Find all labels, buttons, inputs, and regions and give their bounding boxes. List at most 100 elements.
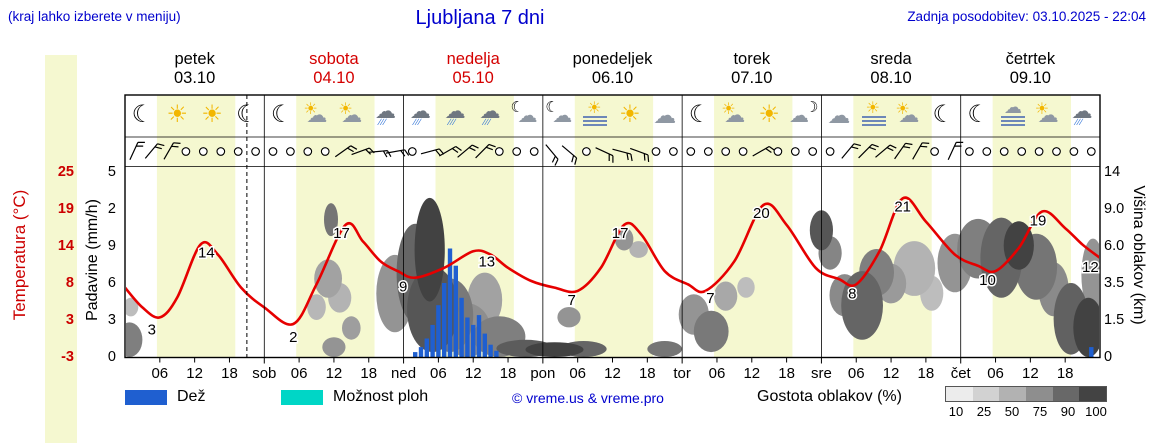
cloud-blob xyxy=(126,297,139,317)
temperature-value-label: 14 xyxy=(198,245,215,262)
wind-barb-icon xyxy=(457,144,479,158)
temperature-value-labels: 3 14 2 17 9 13 7 17 7 20 8 21 10 19 12 xyxy=(146,197,1100,348)
temperature-value-label: 17 xyxy=(333,225,350,242)
rain-bar xyxy=(418,347,424,357)
location-hint: (kraj lahko izberete v meniju) xyxy=(8,9,181,24)
calm-wind-icon xyxy=(1017,147,1027,156)
rain-bar xyxy=(471,324,476,357)
rain-bar xyxy=(465,317,470,357)
rain-bar xyxy=(442,283,447,357)
calm-wind-icon xyxy=(721,147,731,156)
calm-wind-icon xyxy=(1086,147,1096,156)
temperature-value-label: 10 xyxy=(979,272,996,289)
rain-bar xyxy=(459,297,464,357)
rain-bar xyxy=(436,305,441,357)
wind-barb-icon xyxy=(334,145,358,158)
calm-wind-icon xyxy=(703,147,713,156)
cloud-blob xyxy=(324,203,338,237)
wind-barb-icon xyxy=(947,141,964,160)
wind-barb-icon xyxy=(368,150,392,158)
calm-wind-icon xyxy=(181,147,191,156)
calm-wind-icon xyxy=(233,147,243,156)
cloud-blob xyxy=(314,259,342,298)
rain-bar xyxy=(1089,347,1094,357)
last-updated: Zadnja posodobitev: 03.10.2025 - 22:04 xyxy=(907,9,1146,24)
wind-barb-icon xyxy=(894,142,913,160)
wind-barb-icon xyxy=(475,143,496,159)
wind-barb-icon xyxy=(595,147,614,163)
calm-wind-icon xyxy=(790,147,800,156)
calm-wind-icon xyxy=(303,147,313,156)
cloud-blob xyxy=(342,316,361,340)
rain-bar xyxy=(447,248,453,357)
wind-barb-icon xyxy=(841,143,861,159)
rain-bar xyxy=(476,315,482,357)
calm-wind-icon xyxy=(982,147,992,156)
wind-barb-icon xyxy=(163,142,181,160)
temperature-value-label: 17 xyxy=(612,225,629,242)
calm-wind-icon xyxy=(825,147,835,156)
temperature-axis-title: Temperatura (°C) xyxy=(10,189,29,321)
wind-barb-icon xyxy=(385,149,410,157)
calm-wind-icon xyxy=(686,147,696,156)
wind-row xyxy=(129,141,1096,166)
wind-barb-icon xyxy=(129,141,145,160)
cloud-blob xyxy=(647,341,683,357)
cloud-blob xyxy=(737,277,755,298)
cloud-blob xyxy=(1081,238,1099,311)
calm-wind-icon xyxy=(268,147,278,156)
rain-bar xyxy=(430,324,435,357)
page-title: Ljubljana 7 dni xyxy=(415,7,545,29)
wind-barb-icon xyxy=(545,144,559,166)
rain-bar xyxy=(482,333,487,357)
calm-wind-icon xyxy=(320,147,330,156)
calm-wind-icon xyxy=(965,147,974,156)
temperature-value-label: 13 xyxy=(478,253,495,270)
wind-barb-icon xyxy=(912,142,930,160)
rain-bar xyxy=(453,265,458,357)
temperature-value-label: 21 xyxy=(894,198,911,215)
cloud-blob xyxy=(557,307,581,328)
temperature-value-label: 7 xyxy=(568,292,576,309)
temperature-value-label: 2 xyxy=(289,329,297,346)
cloud-blob xyxy=(629,241,648,258)
day-gridlines xyxy=(125,95,1100,358)
precip-axis-title: Padavine (mm/h) xyxy=(84,199,101,321)
calm-wind-icon xyxy=(669,147,678,156)
cloud-blob xyxy=(307,294,326,320)
wind-barb-icon xyxy=(144,143,165,159)
calm-wind-icon xyxy=(251,147,260,156)
calm-wind-icon xyxy=(529,147,539,156)
calm-wind-icon xyxy=(407,147,417,156)
calm-wind-icon xyxy=(738,147,748,156)
temperature-value-label: 12 xyxy=(1082,259,1099,276)
calm-wind-icon xyxy=(930,147,939,156)
calm-wind-icon xyxy=(286,147,295,156)
temperature-value-label: 19 xyxy=(1030,213,1047,230)
calm-wind-icon xyxy=(198,147,208,156)
calm-wind-icon xyxy=(512,147,522,156)
left-axis-strip xyxy=(45,55,77,443)
wind-barb-icon xyxy=(612,148,633,162)
calm-wind-icon xyxy=(651,147,661,156)
cloud-blob xyxy=(693,310,729,353)
rain-bar xyxy=(424,338,429,357)
cloud-blob xyxy=(126,322,143,357)
wind-barb-icon xyxy=(875,144,897,158)
cloud-blob xyxy=(414,197,445,302)
cloud-blob xyxy=(1073,297,1099,357)
wind-barb-icon xyxy=(858,143,879,159)
calm-wind-icon xyxy=(999,147,1009,156)
calm-wind-icon xyxy=(773,147,783,156)
wind-barb-icon xyxy=(439,145,462,157)
calm-wind-icon xyxy=(582,147,591,156)
temperature-curve xyxy=(126,196,1099,326)
rain-bar xyxy=(494,350,499,357)
cloud-blob xyxy=(841,271,883,340)
wind-barb-icon xyxy=(629,147,650,162)
temperature-value-label: 3 xyxy=(148,321,156,338)
calm-wind-icon xyxy=(1052,147,1061,156)
calm-wind-icon xyxy=(216,147,226,156)
calm-wind-icon xyxy=(1034,147,1044,156)
